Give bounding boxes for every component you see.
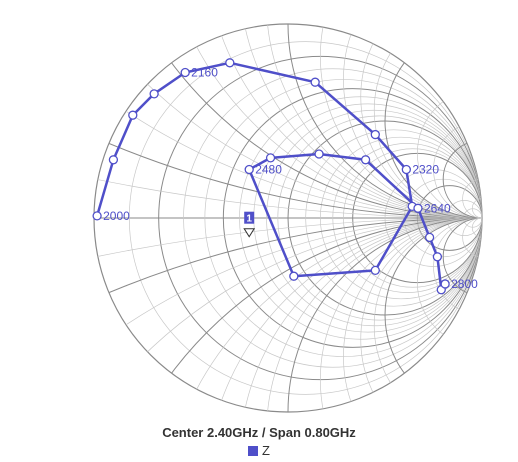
reactance-circle xyxy=(94,217,482,412)
data-point-2040 xyxy=(108,155,119,165)
resistance-circle xyxy=(277,115,482,321)
reactance-circle xyxy=(442,139,482,219)
data-point-2120 xyxy=(149,89,159,99)
reactance-circle xyxy=(360,24,482,219)
point-label-2640: 2640 xyxy=(424,201,451,215)
point-label-2000: 2000 xyxy=(103,209,130,223)
data-point-2800 xyxy=(440,279,450,289)
smith-grid xyxy=(93,23,483,413)
data-point-2320 xyxy=(401,164,411,175)
data-point-2640 xyxy=(413,203,423,213)
data-point-2480 xyxy=(244,164,254,175)
data-point-2080 xyxy=(128,110,138,120)
reactance-circle xyxy=(373,217,482,412)
reactance-circle xyxy=(287,24,482,219)
reactance-circle xyxy=(384,24,482,219)
data-point-2600 xyxy=(360,155,371,165)
data-point-2000 xyxy=(92,211,102,221)
resistance-circle xyxy=(332,143,482,293)
point-label-2800: 2800 xyxy=(451,277,478,291)
legend: Z xyxy=(0,443,518,458)
reactance-circle xyxy=(416,88,482,219)
marker-label: 1 xyxy=(246,214,252,225)
data-point-2720 xyxy=(432,252,443,262)
reactance-circle xyxy=(462,217,482,258)
reactance-circle xyxy=(319,24,482,219)
data-point-2560 xyxy=(314,149,324,159)
reactance-circle xyxy=(287,217,482,412)
chart-title: Center 2.40GHz / Span 0.80GHz xyxy=(162,425,356,440)
marker-triangle xyxy=(243,228,256,238)
legend-label-z: Z xyxy=(262,443,270,458)
reactance-circle xyxy=(462,178,482,219)
data-point-2240 xyxy=(310,77,320,87)
reactance-circle xyxy=(433,217,482,316)
reactance-circle xyxy=(343,217,482,412)
reactance-circle xyxy=(343,24,482,219)
reactance-circle xyxy=(442,217,482,297)
reactance-circle xyxy=(384,217,482,412)
data-point-2280 xyxy=(370,129,380,140)
point-label-2160: 2160 xyxy=(191,66,218,80)
point-label-2320: 2320 xyxy=(412,163,439,177)
reactance-circle xyxy=(266,217,482,412)
data-point-2440 xyxy=(289,271,299,281)
reactance-circle xyxy=(94,217,482,412)
reactance-circle xyxy=(94,217,482,412)
reactance-circle xyxy=(433,120,482,219)
data-point-2680 xyxy=(424,232,435,243)
resistance-circle xyxy=(183,68,482,368)
smith-chart: 2000 2160 2320 2480 2640 2800 1 xyxy=(92,23,483,413)
marker-box xyxy=(244,211,255,224)
legend-swatch-z xyxy=(248,446,259,456)
reactance-circle xyxy=(158,217,482,412)
reactance-circle xyxy=(94,217,482,412)
resistance-circle xyxy=(343,148,482,288)
point-label-2480: 2480 xyxy=(255,163,282,177)
reactance-circle xyxy=(416,217,482,348)
trace-layer: 2000 2160 2320 2480 2640 2800 1 xyxy=(92,58,478,295)
data-point-2520 xyxy=(265,153,276,163)
data-point-2200 xyxy=(225,58,235,68)
fine-grid xyxy=(94,24,482,412)
data-point-2400 xyxy=(370,265,380,276)
data-point-2160 xyxy=(180,67,190,78)
reactance-circle xyxy=(94,217,482,412)
reactance-circle xyxy=(373,24,482,219)
reactance-circle xyxy=(360,217,482,412)
